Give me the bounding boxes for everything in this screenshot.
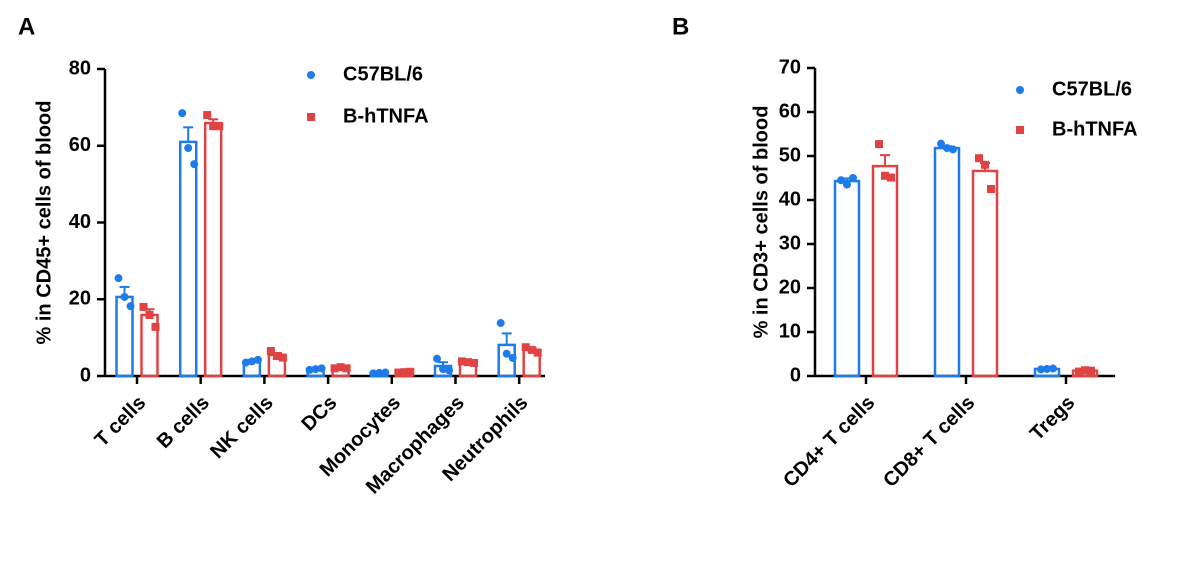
x-tick-label: B cells: [153, 392, 214, 453]
y-tick-label: 10: [779, 320, 801, 342]
data-point: [887, 174, 895, 182]
data-point: [534, 349, 542, 357]
data-point: [203, 111, 211, 119]
data-point: [146, 311, 154, 319]
y-tick-label: 0: [790, 364, 801, 386]
y-tick-label: 50: [779, 144, 801, 166]
y-tick-label: 0: [80, 364, 91, 386]
data-point: [843, 181, 851, 189]
data-point: [279, 354, 287, 362]
data-point: [497, 319, 505, 327]
data-point: [949, 145, 957, 153]
x-tick-label: T cells: [91, 392, 151, 452]
x-tick-label: CD8+ T cells: [879, 392, 979, 492]
bar: [180, 142, 196, 376]
legend-marker: [1016, 86, 1024, 94]
data-point: [343, 364, 351, 372]
data-point: [509, 354, 517, 362]
x-tick-label: CD4+ T cells: [779, 392, 879, 492]
data-point: [987, 185, 995, 193]
data-point: [152, 323, 160, 331]
y-tick-label: 40: [779, 188, 801, 210]
data-point: [875, 140, 883, 148]
y-tick-label: 60: [69, 134, 91, 156]
error-bar: [183, 127, 193, 142]
x-tick-label: Tregs: [1026, 392, 1079, 445]
error-bar: [880, 155, 890, 166]
legend-marker: [307, 113, 315, 121]
data-point: [121, 293, 129, 301]
data-point: [1087, 367, 1095, 375]
data-point: [318, 364, 326, 372]
bar: [873, 166, 897, 376]
data-point: [254, 356, 262, 364]
legend-label: B-hTNFA: [1052, 118, 1138, 140]
data-point: [178, 109, 186, 117]
y-tick-label: 40: [69, 211, 91, 233]
panel-label: B: [672, 13, 689, 40]
x-tick-label: DCs: [298, 392, 342, 436]
x-tick-label: NK cells: [206, 392, 277, 463]
legend-marker: [1016, 126, 1024, 134]
bar: [935, 148, 959, 376]
y-tick-label: 60: [779, 100, 801, 122]
data-point: [115, 274, 123, 282]
legend-label: B-hTNFA: [343, 105, 429, 127]
data-point: [140, 303, 148, 311]
bar: [835, 181, 859, 376]
data-point: [1049, 365, 1057, 373]
y-tick-label: 20: [779, 276, 801, 298]
data-point: [215, 122, 223, 130]
y-axis-label: % in CD45+ cells of blood: [33, 101, 55, 345]
data-point: [190, 160, 198, 168]
data-point: [470, 359, 478, 367]
bar: [973, 171, 997, 376]
bar: [205, 123, 221, 376]
data-point: [127, 302, 135, 310]
data-point: [849, 174, 857, 182]
y-tick-label: 70: [779, 56, 801, 78]
y-tick-label: 80: [69, 57, 91, 79]
y-axis-label: % in CD3+ cells of blood: [750, 106, 772, 339]
y-tick-label: 20: [69, 288, 91, 310]
data-point: [981, 161, 989, 169]
y-tick-label: 30: [779, 232, 801, 254]
legend-marker: [307, 71, 315, 79]
legend-label: C57BL/6: [343, 63, 423, 85]
data-point: [433, 355, 441, 363]
data-point: [406, 368, 414, 376]
error-bar: [502, 333, 512, 345]
legend-label: C57BL/6: [1052, 78, 1132, 100]
data-point: [381, 369, 389, 377]
panel-label: A: [18, 13, 35, 40]
data-point: [445, 366, 453, 374]
data-point: [184, 144, 192, 152]
